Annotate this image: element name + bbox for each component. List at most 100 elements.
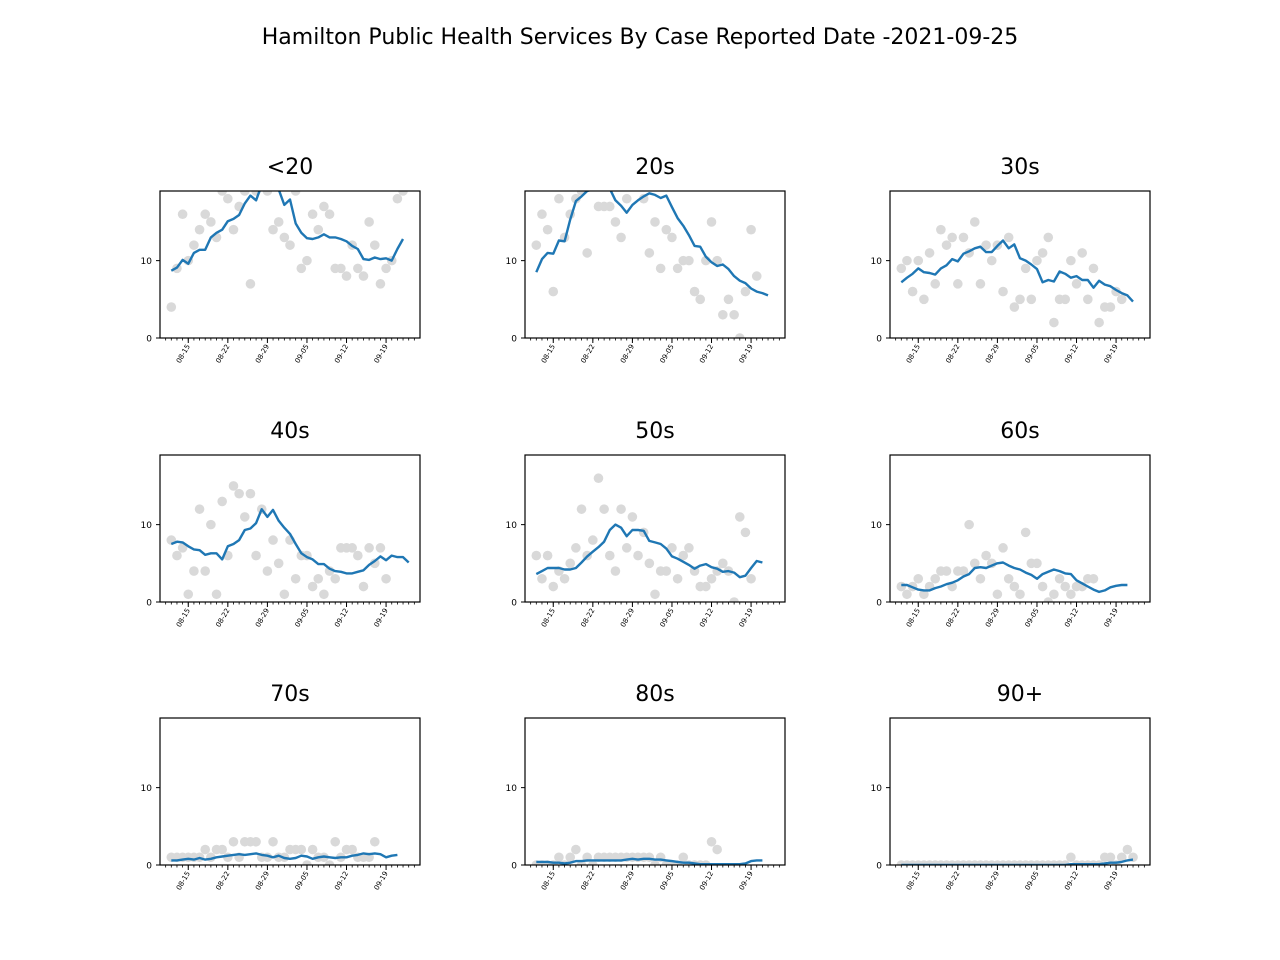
data-point — [200, 844, 211, 855]
data-point — [684, 543, 694, 553]
data-point — [217, 496, 227, 507]
data-point — [684, 255, 694, 266]
data-point — [1032, 558, 1042, 569]
data-point — [268, 535, 278, 545]
data-point — [930, 279, 941, 289]
data-point — [375, 543, 386, 553]
data-point — [245, 488, 256, 499]
data-point — [234, 488, 244, 499]
data-point — [369, 240, 380, 250]
data-point — [1020, 263, 1031, 274]
data-point — [913, 573, 924, 584]
data-point — [582, 248, 592, 258]
panel-2-title: 20s — [635, 155, 674, 180]
panel-4-title: 40s — [270, 419, 309, 444]
data-point — [341, 271, 352, 281]
data-point — [398, 191, 408, 196]
y-tick-label: 10 — [506, 521, 518, 531]
data-point — [239, 512, 250, 522]
data-point — [1122, 844, 1133, 855]
data-point — [531, 550, 542, 561]
panel-6-title: 60s — [1000, 419, 1039, 444]
data-point — [964, 519, 974, 530]
panel-2-scatter — [531, 191, 762, 338]
data-point — [1037, 248, 1048, 258]
data-point — [296, 844, 307, 855]
data-point — [189, 566, 199, 576]
data-point — [571, 844, 581, 855]
panel-1-scatter — [166, 191, 408, 312]
y-tick-label: 10 — [871, 257, 883, 267]
data-point — [177, 209, 188, 220]
panel-4-average-line — [170, 508, 410, 575]
y-tick-label: 0 — [511, 599, 517, 609]
data-point — [695, 294, 706, 305]
panel-9-average-line — [901, 858, 1134, 865]
data-point — [211, 589, 222, 600]
data-point — [381, 263, 391, 274]
data-point — [1116, 294, 1127, 305]
data-point — [200, 566, 211, 576]
data-point — [913, 255, 924, 266]
data-point — [992, 589, 1003, 600]
data-point — [245, 279, 256, 289]
data-point — [672, 263, 683, 274]
data-point — [650, 217, 660, 227]
data-point — [217, 191, 227, 196]
data-point — [313, 573, 324, 584]
data-point — [902, 589, 912, 600]
data-point — [902, 255, 912, 266]
data-point — [353, 550, 363, 561]
data-point — [1054, 573, 1065, 584]
data-point — [953, 279, 963, 289]
data-point — [548, 581, 559, 592]
data-point — [1032, 255, 1042, 266]
data-point — [1003, 232, 1014, 243]
y-tick-label: 10 — [506, 257, 518, 267]
data-point — [723, 294, 734, 305]
data-point — [1066, 589, 1076, 600]
data-point — [644, 248, 655, 258]
data-point — [1105, 852, 1116, 863]
data-point — [689, 286, 700, 297]
data-point — [324, 860, 335, 865]
data-point — [313, 224, 324, 235]
data-point — [998, 286, 1008, 297]
data-point — [200, 209, 211, 220]
panel-9-title: 90+ — [997, 682, 1043, 707]
data-point — [336, 263, 346, 274]
data-point — [616, 504, 626, 514]
data-point — [1020, 527, 1031, 538]
data-point — [217, 844, 227, 855]
y-tick-label: 0 — [511, 335, 517, 345]
data-point — [986, 255, 997, 266]
y-tick-label: 0 — [146, 862, 152, 872]
data-point — [542, 550, 553, 561]
data-point — [565, 558, 576, 569]
data-point — [678, 852, 689, 863]
data-point — [537, 209, 547, 220]
data-point — [194, 504, 205, 514]
data-point — [667, 232, 677, 243]
data-point — [189, 240, 199, 250]
panel-3-title: 30s — [1000, 155, 1039, 180]
data-point — [1094, 317, 1104, 328]
data-point — [548, 286, 559, 297]
data-point — [290, 191, 301, 196]
data-point — [655, 263, 666, 274]
data-point — [206, 217, 216, 227]
data-point — [1066, 852, 1076, 863]
data-point — [751, 271, 762, 281]
data-point — [919, 589, 929, 600]
data-point — [324, 209, 335, 220]
data-point — [273, 558, 284, 569]
data-point — [729, 309, 739, 320]
data-point — [302, 255, 312, 266]
data-point — [627, 512, 638, 522]
data-point — [588, 535, 598, 545]
panel-6-average-line — [901, 561, 1128, 594]
data-point — [183, 589, 194, 600]
data-point — [924, 248, 935, 258]
